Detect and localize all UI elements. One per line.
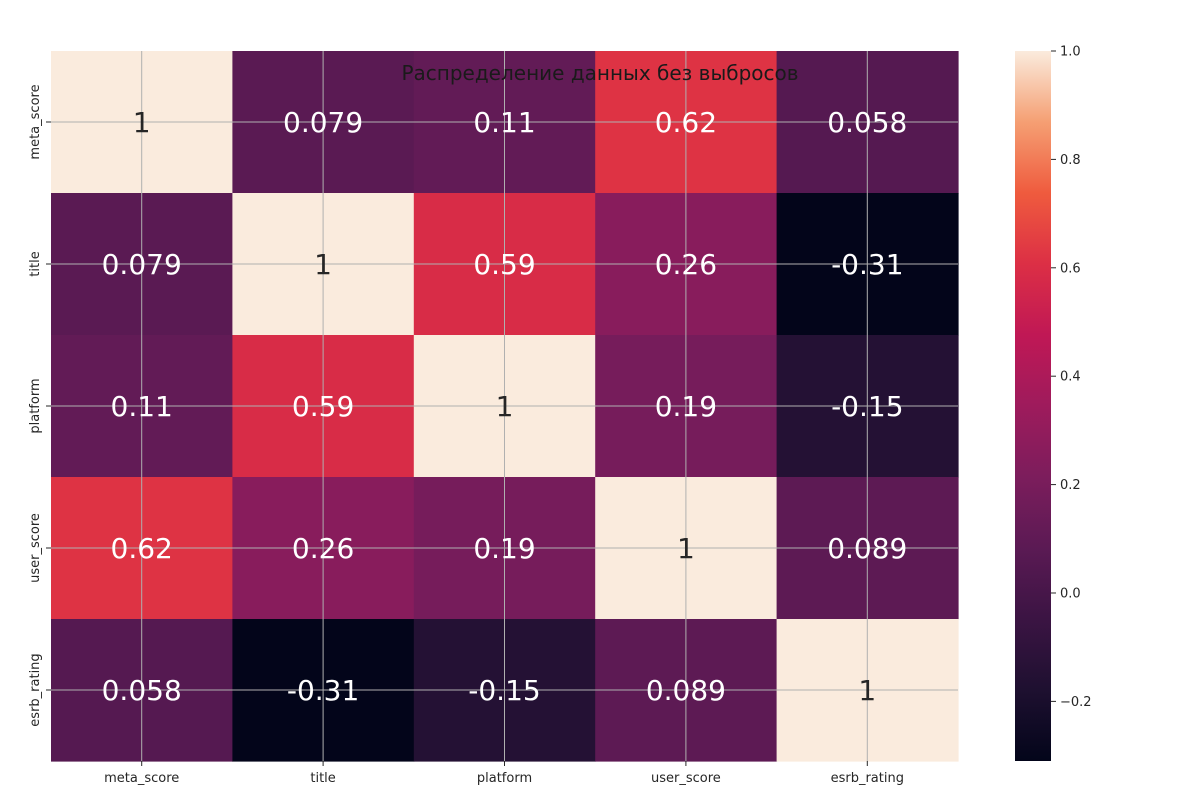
cell-annotation: 0.079 xyxy=(102,248,182,281)
cell-annotation: 0.26 xyxy=(292,532,354,565)
cell-annotation: 0.62 xyxy=(111,532,173,565)
cell-annotation: 0.59 xyxy=(473,248,535,281)
cell-annotation: 0.26 xyxy=(655,248,717,281)
cell-annotation: 0.19 xyxy=(473,532,535,565)
cell-annotation: 0.079 xyxy=(283,106,363,139)
y-tick-label: esrb_rating xyxy=(28,653,43,726)
x-tick-label: esrb_rating xyxy=(831,771,904,786)
colorbar-gradient xyxy=(1015,51,1051,761)
colorbar-tick-label: −0.2 xyxy=(1060,695,1092,710)
cell-annotation: 0.058 xyxy=(102,674,182,707)
cell-annotation: 0.089 xyxy=(827,532,907,565)
heatmap-gridlines xyxy=(51,51,958,761)
x-tick-label: user_score xyxy=(651,771,721,786)
cell-annotation: 0.19 xyxy=(655,390,717,423)
cell-annotation: 1 xyxy=(496,390,514,423)
chart-title: Распределение данных без выбросов xyxy=(401,61,798,85)
colorbar-tick-label: 0.8 xyxy=(1060,153,1081,168)
cell-annotation: -0.31 xyxy=(831,248,903,281)
colorbar-tick-label: 0.2 xyxy=(1060,478,1081,493)
cell-annotation: 0.62 xyxy=(655,106,717,139)
cell-annotation: -0.31 xyxy=(287,674,359,707)
colorbar-tick-label: 0.0 xyxy=(1060,586,1081,601)
cell-annotation: 1 xyxy=(677,532,695,565)
x-tick-label: platform xyxy=(477,771,532,786)
y-tick-label: user_score xyxy=(28,513,43,583)
cell-annotation: 0.089 xyxy=(646,674,726,707)
colorbar-tick-label: 0.4 xyxy=(1060,370,1081,385)
cell-annotation: 1 xyxy=(133,106,151,139)
cell-annotation: 1 xyxy=(858,674,876,707)
cell-annotation: 0.11 xyxy=(473,106,535,139)
x-axis-ticks: meta_score title platform user_score esrb_ra… xyxy=(104,761,904,786)
x-tick-label: title xyxy=(310,771,335,786)
colorbar-tick-label: 1.0 xyxy=(1060,45,1081,60)
cell-annotation: 0.11 xyxy=(111,390,173,423)
cell-annotation: -0.15 xyxy=(468,674,540,707)
x-tick-label: meta_score xyxy=(104,771,179,786)
y-tick-label: title xyxy=(28,251,43,276)
colorbar-tick-label: 0.6 xyxy=(1060,261,1081,276)
cell-annotation: -0.15 xyxy=(831,390,903,423)
y-tick-label: meta_score xyxy=(28,84,43,159)
cell-annotation: 0.59 xyxy=(292,390,354,423)
colorbar: 1.0 0.8 0.6 0.4 0.2 0.0 −0.2 xyxy=(1015,45,1092,761)
cell-annotation: 0.058 xyxy=(827,106,907,139)
heatmap-annotations: 1 0.079 0.11 0.62 0.058 0.079 1 0.59 0.26 -0.31 0.… xyxy=(102,106,908,707)
cell-annotation: 1 xyxy=(314,248,332,281)
y-tick-label: platform xyxy=(28,378,43,433)
